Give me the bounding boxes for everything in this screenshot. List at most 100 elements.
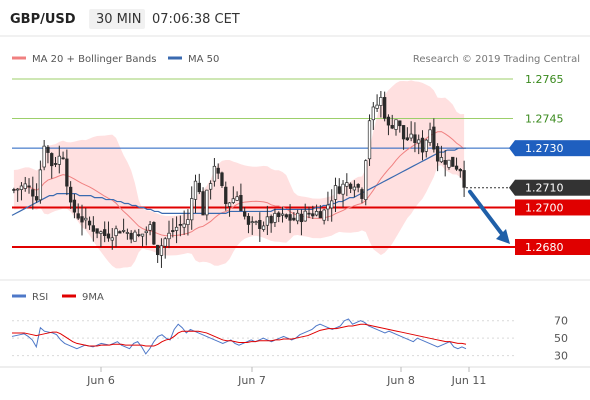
candle-body [462,170,466,188]
candle-body [451,156,455,167]
candle-body [405,137,410,141]
candle-body [201,191,205,216]
candle-body [454,165,459,170]
candle-body [224,186,228,205]
forecast-arrow [468,189,510,244]
candle-body [345,182,349,187]
candle-body [447,159,451,168]
candle-body [19,185,24,190]
level-box-pivot [515,140,590,157]
candle-body [65,158,69,187]
candle-body [205,189,209,216]
candle-body [330,200,334,209]
candle-body [129,232,133,240]
candle-body [367,120,372,160]
candle-body [16,188,20,191]
pair-title: GBP/USD [10,12,76,27]
x-axis-labels: Jun 6 Jun 7 Jun 8 Jun 11 [86,367,486,387]
candle-body [133,231,137,242]
candle-body [42,145,46,168]
candle-body [273,213,277,223]
candle-body [265,216,270,226]
candle-body [182,223,186,228]
candle-body [432,126,436,150]
x-tick-label: Jun 8 [386,374,415,387]
candle-body [114,228,118,236]
candle-body [31,189,35,197]
candle-body [394,119,398,130]
candle-body [250,221,254,224]
level-box-support [515,239,590,255]
candle-body [379,97,383,106]
timeframe-label: 30 MIN [96,12,141,27]
candle-body [258,219,262,229]
candle-body [337,186,341,194]
level-box-support [515,199,590,216]
candle-body [68,186,73,203]
candle-body [375,104,379,109]
level-pointer [509,140,515,157]
x-tick-label: Jun 7 [237,374,266,387]
candle-body [190,198,194,221]
candle-body [413,134,417,143]
level-label: 1.2710 [525,182,564,195]
candle-body [137,234,141,236]
candle-body [246,215,251,225]
level-label: 1.2745 [525,113,564,126]
candle-body [295,212,300,222]
candle-body [38,169,43,201]
candle-body [163,238,167,247]
candle-body [118,231,122,234]
level-label: 1.2700 [525,201,564,214]
candle-body [110,237,114,241]
candle-body [84,217,88,221]
candle-body [144,230,148,234]
candle-body [417,139,421,144]
rsi-legend: RSI 9MA [12,292,104,303]
candle-body [197,182,201,193]
candle-body [216,167,220,174]
rsi-tick-label: 30 [554,350,568,363]
candle-body [103,229,107,237]
candle-body [352,186,357,191]
candle-body [95,228,99,234]
level-label: 1.2680 [525,241,564,254]
levels [12,78,590,248]
arrow-head [496,229,510,244]
bollinger-band [13,80,465,269]
candle-body [53,163,58,165]
candle-body [386,116,391,126]
candle-body [398,120,402,127]
candle-body [322,209,326,221]
candle-body [99,231,103,234]
candle-body [311,213,315,217]
candle-body [178,224,183,226]
candle-body [428,129,432,143]
ma20-legend-label: MA 20 + Bollinger Bands [32,54,156,65]
rsi-legend-label: RSI [32,292,48,303]
candle-body [318,211,322,219]
timeframe-box [89,9,145,29]
candle-body [390,125,394,129]
candle-body [61,157,65,160]
candle-body [87,220,92,226]
candle-body [371,106,375,121]
candle-body [333,185,338,200]
candle-body [167,232,171,240]
candle-body [424,139,428,152]
candle-body [152,222,156,245]
candle-body [420,137,425,153]
candle-body [212,165,217,182]
main-legend: MA 20 + Bollinger Bands MA 50 Research ©… [12,54,580,65]
rsi-ticks: 70 50 30 [554,315,568,363]
level-box-current [515,179,590,196]
candle-body [280,213,285,216]
candle-body [435,146,440,162]
candle-body [383,97,387,119]
rsi-plot: 70 50 30 [11,315,568,363]
candle-body [360,189,364,199]
candle-body [220,172,224,187]
level-pointer [509,179,515,196]
x-tick-label: Jun 11 [451,374,487,387]
x-axis: Jun 6 Jun 7 Jun 8 Jun 11 [0,366,590,387]
